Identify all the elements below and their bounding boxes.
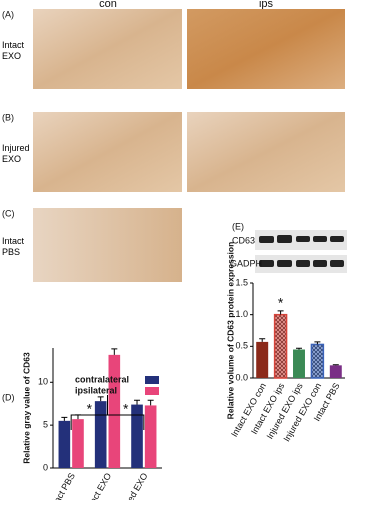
error-bar — [134, 399, 141, 405]
bar — [94, 401, 107, 468]
y-tick-label: 0.0 — [235, 372, 248, 382]
x-tick-label: Intact PBS — [47, 471, 77, 500]
panel-label: (C) — [2, 208, 15, 218]
x-tick-label: Intact EXO — [83, 471, 113, 500]
significance-bracket — [70, 395, 145, 430]
error-bar — [259, 338, 266, 342]
y-tick-label: 1.5 — [235, 277, 248, 287]
panel-label: (B) — [2, 112, 14, 122]
micrograph — [33, 112, 182, 192]
y-axis-title: Relative volume of CD63 protein expressi… — [225, 242, 235, 420]
legend-swatch — [145, 376, 159, 384]
x-tick-label: Injured EXO — [116, 471, 149, 500]
error-bar — [332, 364, 339, 366]
annotation: * — [123, 401, 129, 417]
error-bar — [61, 416, 68, 421]
row-label-box: Intact PBS — [2, 236, 25, 257]
y-axis-title: Relative gray value of CD63 — [21, 352, 31, 464]
row-label: Intact EXO — [2, 40, 25, 61]
panel-label: (E) — [232, 221, 244, 231]
y-tick-label: 0 — [43, 462, 48, 472]
error-bar — [111, 348, 118, 355]
annotation: * — [278, 295, 284, 311]
panel-label: (D) — [2, 392, 15, 402]
legend-label: ipsilateral — [75, 385, 117, 395]
error-bar — [277, 310, 284, 315]
micrograph — [33, 208, 182, 282]
bar — [144, 405, 157, 468]
y-tick-label: 10 — [38, 377, 48, 387]
micrograph — [187, 112, 345, 192]
bar-tint — [274, 314, 287, 378]
bar — [131, 404, 143, 468]
bar — [256, 341, 269, 378]
blot-label: CD63 — [232, 235, 255, 245]
y-tick-label: 5 — [43, 420, 48, 430]
bar — [293, 349, 305, 378]
error-bar — [97, 396, 104, 402]
bar — [72, 419, 84, 468]
bar — [108, 354, 121, 468]
micrograph — [33, 9, 182, 89]
blot-label: GADPH — [230, 258, 262, 268]
micrograph — [187, 9, 345, 89]
legend-swatch — [145, 387, 159, 395]
bar — [329, 365, 342, 378]
blot-bands — [259, 235, 344, 267]
y-tick-label: 0.5 — [235, 341, 248, 351]
bar-tint — [311, 344, 324, 378]
column-header: ips — [259, 0, 274, 10]
row-label: Injured EXO — [2, 143, 30, 164]
column-header: con — [99, 0, 117, 10]
row-label-box: Injured EXO — [2, 143, 30, 164]
row-label-box: Intact EXO — [2, 40, 25, 61]
error-bar — [296, 347, 302, 350]
legend-label: contralateral — [75, 374, 129, 384]
panel-label: (A) — [2, 9, 14, 19]
y-tick-label: 1.0 — [235, 309, 248, 319]
error-bar — [147, 399, 154, 406]
bar — [58, 420, 71, 468]
row-label: Intact PBS — [2, 236, 25, 257]
annotation: * — [87, 401, 93, 417]
error-bar — [314, 341, 321, 345]
